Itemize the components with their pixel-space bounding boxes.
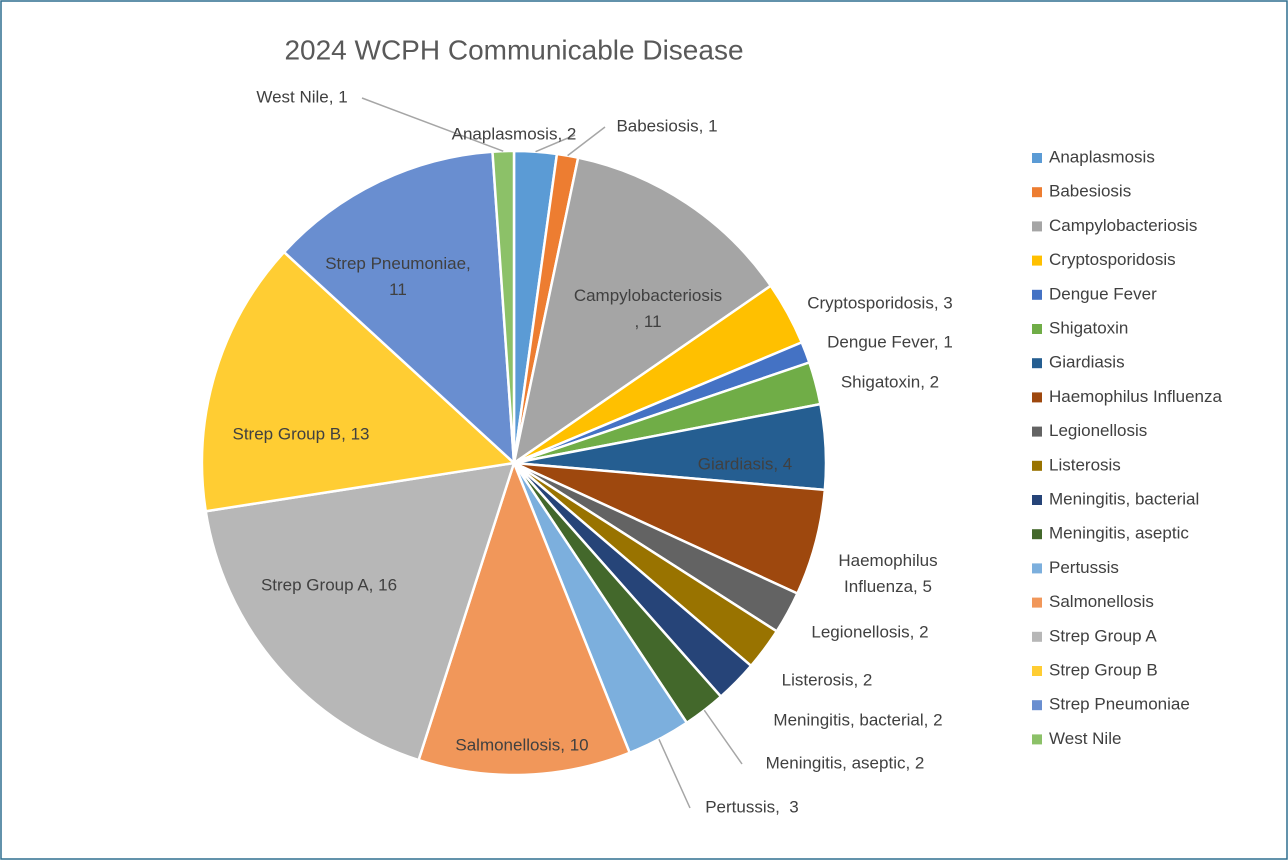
legend-swatch <box>1032 700 1042 711</box>
data-label: Meningitis, bacterial, 2 <box>773 710 942 729</box>
legend-label: Anaplasmosis <box>1049 147 1155 166</box>
legend-swatch <box>1032 153 1042 163</box>
data-label: Haemophilus Influenza, 5 <box>838 551 937 596</box>
legend-swatch <box>1032 426 1042 437</box>
data-label: Strep Group B, 13 <box>232 424 369 443</box>
legend-label: Campylobacteriosis <box>1049 216 1197 235</box>
legend-label: Meningitis, bacterial <box>1049 489 1199 508</box>
data-label: Campylobacteriosis, 11 <box>574 286 722 331</box>
legend-label: Pertussis <box>1049 558 1119 577</box>
pie-slice <box>204 461 516 762</box>
data-label: West Nile, 1 <box>256 87 347 106</box>
data-label: Cryptosporidosis, 3 <box>807 293 953 312</box>
legend-label: Shigatoxin <box>1049 318 1128 337</box>
legend-label: Haemophilus Influenza <box>1049 387 1222 406</box>
legend-swatch <box>1032 597 1042 608</box>
legend-swatch <box>1032 495 1042 505</box>
data-label: Dengue Fever, 1 <box>827 332 953 351</box>
legend-label: Cryptosporidosis <box>1049 250 1176 269</box>
legend-label: Strep Pneumoniae <box>1049 695 1190 714</box>
legend-swatch <box>1032 324 1042 334</box>
pie-slice <box>282 150 516 467</box>
data-label: Giardiasis, 4 <box>698 454 792 473</box>
legend-label: Babesiosis <box>1049 182 1131 201</box>
leader-line <box>567 126 606 157</box>
legend-label: Listerosis <box>1049 455 1121 474</box>
pie-slice <box>417 459 632 777</box>
pie-slice <box>200 250 517 513</box>
data-label: Anaplasmosis, 2 <box>452 124 577 143</box>
legend-label: Salmonellosis <box>1049 592 1154 611</box>
legend-swatch <box>1032 255 1042 266</box>
data-label: Meningitis, aseptic, 2 <box>766 753 925 772</box>
data-label: Shigatoxin, 2 <box>841 372 939 391</box>
legend-label: West Nile <box>1049 729 1121 748</box>
legend-swatch <box>1032 529 1042 540</box>
legend-swatch <box>1032 563 1042 574</box>
chart-title: 2024 WCPH Communicable Disease <box>284 34 743 65</box>
data-label: Babesiosis, 1 <box>616 116 717 135</box>
legend-swatch <box>1032 666 1042 676</box>
leader-line <box>535 134 576 153</box>
data-label: Listerosis, 2 <box>782 670 873 689</box>
leader-line <box>703 709 743 765</box>
leader-line <box>658 738 691 809</box>
legend-label: Legionellosis <box>1049 421 1147 440</box>
legend-label: Giardiasis <box>1049 353 1125 372</box>
pie-slice <box>491 149 516 464</box>
legend-swatch <box>1032 392 1042 403</box>
data-label: Strep Pneumoniae, 11 <box>325 254 471 299</box>
legend-label: Meningitis, aseptic <box>1049 524 1189 543</box>
legend-label: Strep Group A <box>1049 626 1157 645</box>
legend-swatch <box>1032 460 1042 471</box>
legend-swatch <box>1032 289 1042 300</box>
leader-line <box>361 97 504 152</box>
data-label: Legionellosis, 2 <box>811 622 928 641</box>
legend-swatch <box>1032 631 1042 642</box>
pie-slice <box>512 156 773 466</box>
legend-swatch <box>1032 221 1042 232</box>
legend-swatch <box>1032 187 1042 198</box>
legend-label: Dengue Fever <box>1049 284 1157 303</box>
legend-label: Strep Group B <box>1049 660 1158 679</box>
legend-swatch <box>1032 358 1042 369</box>
data-label: Pertussis, 3 <box>705 797 799 816</box>
data-label: Strep Group A, 16 <box>261 575 397 594</box>
legend-swatch <box>1032 734 1042 745</box>
data-label: Salmonellosis, 10 <box>455 735 588 754</box>
